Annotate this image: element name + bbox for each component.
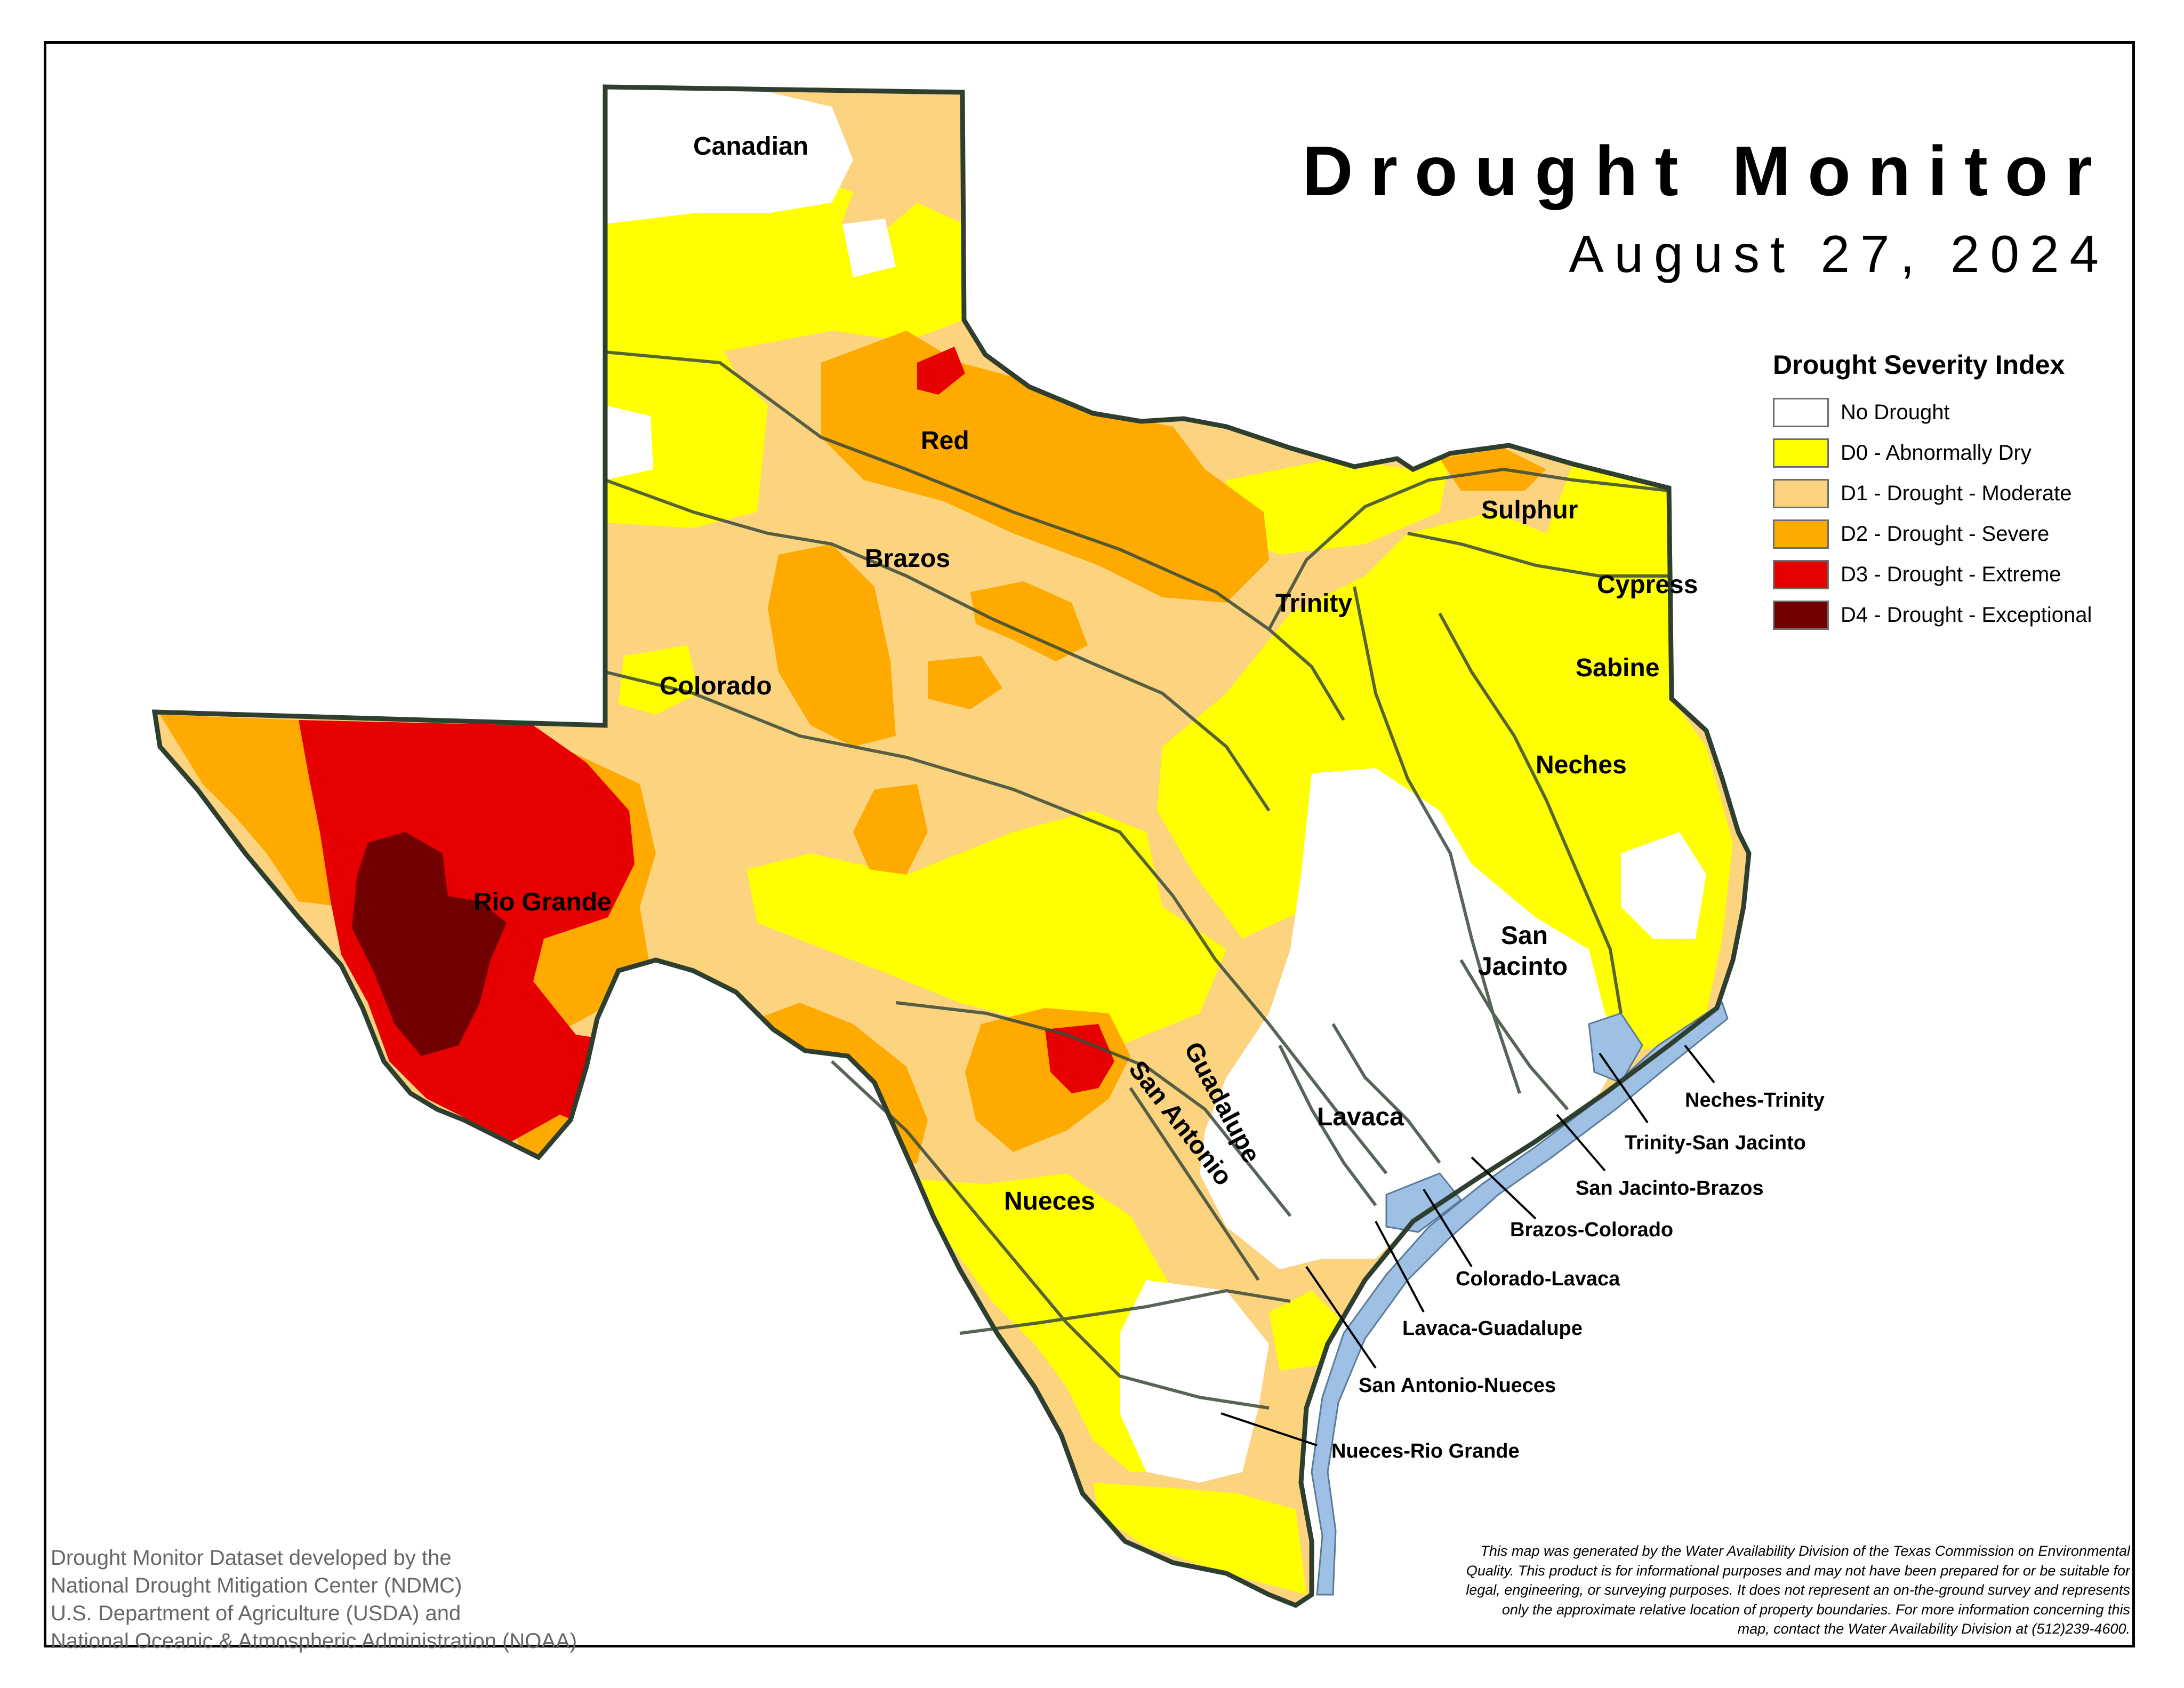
d2-region-brazos	[768, 544, 896, 747]
basin-label-sulphur: Sulphur	[1481, 496, 1578, 524]
credit-line: National Drought Mitigation Center (NDMC…	[51, 1574, 462, 1597]
coastal-label-lavaca-guadalupe: Lavaca-Guadalupe	[1402, 1317, 1583, 1340]
legend-swatch	[1773, 559, 1829, 589]
galveston-bay	[1588, 1012, 1643, 1084]
legend-item: D0 - Abnormally Dry	[1773, 433, 2092, 473]
legend-label: D0 - Abnormally Dry	[1841, 441, 2032, 465]
d2-region-brazos-east	[970, 581, 1088, 661]
legend-item: D4 - Drought - Exceptional	[1773, 595, 2092, 635]
legend-label: D1 - Drought - Moderate	[1841, 481, 2072, 505]
legend-item: No Drought	[1773, 392, 2092, 433]
basin-label-san-jacinto-line1: San	[1501, 922, 1548, 950]
legend-rows: No Drought D0 - Abnormally Dry D1 - Drough…	[1773, 392, 2092, 635]
coastal-label-san-jacinto-brazos: San Jacinto-Brazos	[1576, 1177, 1764, 1199]
no-drought-canadian	[605, 87, 853, 224]
credit-line: U.S. Department of Agriculture (USDA) an…	[51, 1602, 461, 1625]
d0-region-panhandle-north	[605, 203, 964, 352]
disclaimer: This map was generated by the Water Avai…	[1322, 1541, 2130, 1636]
coastal-label-trinity-san-jacinto: Trinity-San Jacinto	[1625, 1132, 1806, 1154]
legend-item: D3 - Drought - Extreme	[1773, 554, 2092, 595]
disclaimer-line: legal, engineering, or surveying purpose…	[1466, 1582, 2130, 1598]
legend: Drought Severity Index No Drought D0 - Ab…	[1773, 349, 2092, 635]
d0-region-valley	[1093, 1483, 1306, 1595]
d2-region-colorado-spot	[928, 656, 1002, 709]
basin-label-cypress: Cypress	[1597, 571, 1698, 599]
basin-boundaries	[604, 350, 1669, 1410]
no-drought-coast	[1200, 768, 1626, 1269]
coastal-label-colorado-lavaca: Colorado-Lavaca	[1456, 1268, 1620, 1290]
no-drought-panhandle-east	[842, 219, 896, 277]
no-drought-panhandle-west	[605, 405, 653, 480]
disclaimer-line: Quality. This product is for information…	[1466, 1562, 2130, 1579]
d0-region-south-central	[746, 811, 1226, 1045]
d3-region-hill-country	[1045, 1024, 1114, 1093]
basin-label-colorado: Colorado	[660, 672, 772, 700]
no-drought-south-tip	[1120, 1280, 1269, 1483]
coastal-label-brazos-colorado: Brazos-Colorado	[1510, 1219, 1673, 1241]
coastal-label-san-antonio-nueces: San Antonio-Nueces	[1359, 1374, 1556, 1397]
map-frame	[44, 41, 2135, 1647]
basin-label-neches: Neches	[1536, 751, 1627, 779]
legend-swatch	[1773, 519, 1829, 549]
credit-line: Drought Monitor Dataset developed by the	[51, 1546, 452, 1570]
no-drought-east	[1621, 832, 1706, 939]
disclaimer-line: only the approximate relative location o…	[1502, 1601, 2130, 1618]
map-date: August 27, 2024	[1569, 225, 2109, 283]
coastal-label-neches-trinity: Neches-Trinity	[1685, 1089, 1825, 1111]
coastal-basin-labels: Neches-Trinity Trinity-San Jacinto San J…	[1331, 1089, 1825, 1462]
d0-region-colorado-spot	[619, 645, 698, 715]
disclaimer-line: map, contact the Water Availability Divi…	[1737, 1621, 2130, 1636]
legend-item: D2 - Drought - Severe	[1773, 514, 2092, 554]
d2-region-central	[853, 784, 928, 875]
legend-label: D4 - Drought - Exceptional	[1841, 603, 2092, 627]
legend-swatch	[1773, 397, 1829, 427]
basin-label-canadian: Canadian	[693, 132, 808, 161]
texas-outline	[151, 84, 1752, 1609]
coastal-leader-lines	[1221, 1044, 1715, 1446]
gulf-coast-water	[1311, 1001, 1729, 1596]
data-credit: Drought Monitor Dataset developed by the…	[51, 1544, 577, 1655]
d4-region-rio-grande	[352, 832, 507, 1056]
legend-swatch	[1773, 478, 1829, 508]
basin-label-san-jacinto-line2: Jacinto	[1478, 953, 1568, 981]
map-title: Drought Monitor	[1302, 132, 2109, 210]
basin-label-sabine: Sabine	[1576, 654, 1659, 682]
basin-label-lavaca: Lavaca	[1317, 1103, 1404, 1131]
coastal-label-nueces-rio-grande: Nueces-Rio Grande	[1331, 1440, 1520, 1462]
d2-region-red	[821, 331, 1269, 603]
legend-item: D1 - Drought - Moderate	[1773, 473, 2092, 514]
basin-label-trinity: Trinity	[1275, 589, 1352, 618]
credit-line: National Oceanic & Atmospheric Administr…	[51, 1629, 577, 1653]
legend-title: Drought Severity Index	[1773, 350, 2065, 380]
basin-label-brazos: Brazos	[865, 545, 950, 573]
legend-label: D3 - Drought - Extreme	[1841, 562, 2061, 586]
disclaimer-line: This map was generated by the Water Avai…	[1480, 1543, 2130, 1559]
legend-label: No Drought	[1841, 400, 1950, 424]
legend-label: D2 - Drought - Severe	[1841, 522, 2050, 546]
d3-region-panhandle	[917, 347, 965, 395]
basin-label-rio-grande: Rio Grande	[473, 888, 612, 916]
legend-swatch	[1773, 600, 1829, 630]
basin-label-nueces: Nueces	[1004, 1187, 1095, 1215]
basin-label-red: Red	[921, 427, 969, 455]
legend-swatch	[1773, 438, 1829, 468]
d0-region-north-east	[1226, 453, 1450, 555]
